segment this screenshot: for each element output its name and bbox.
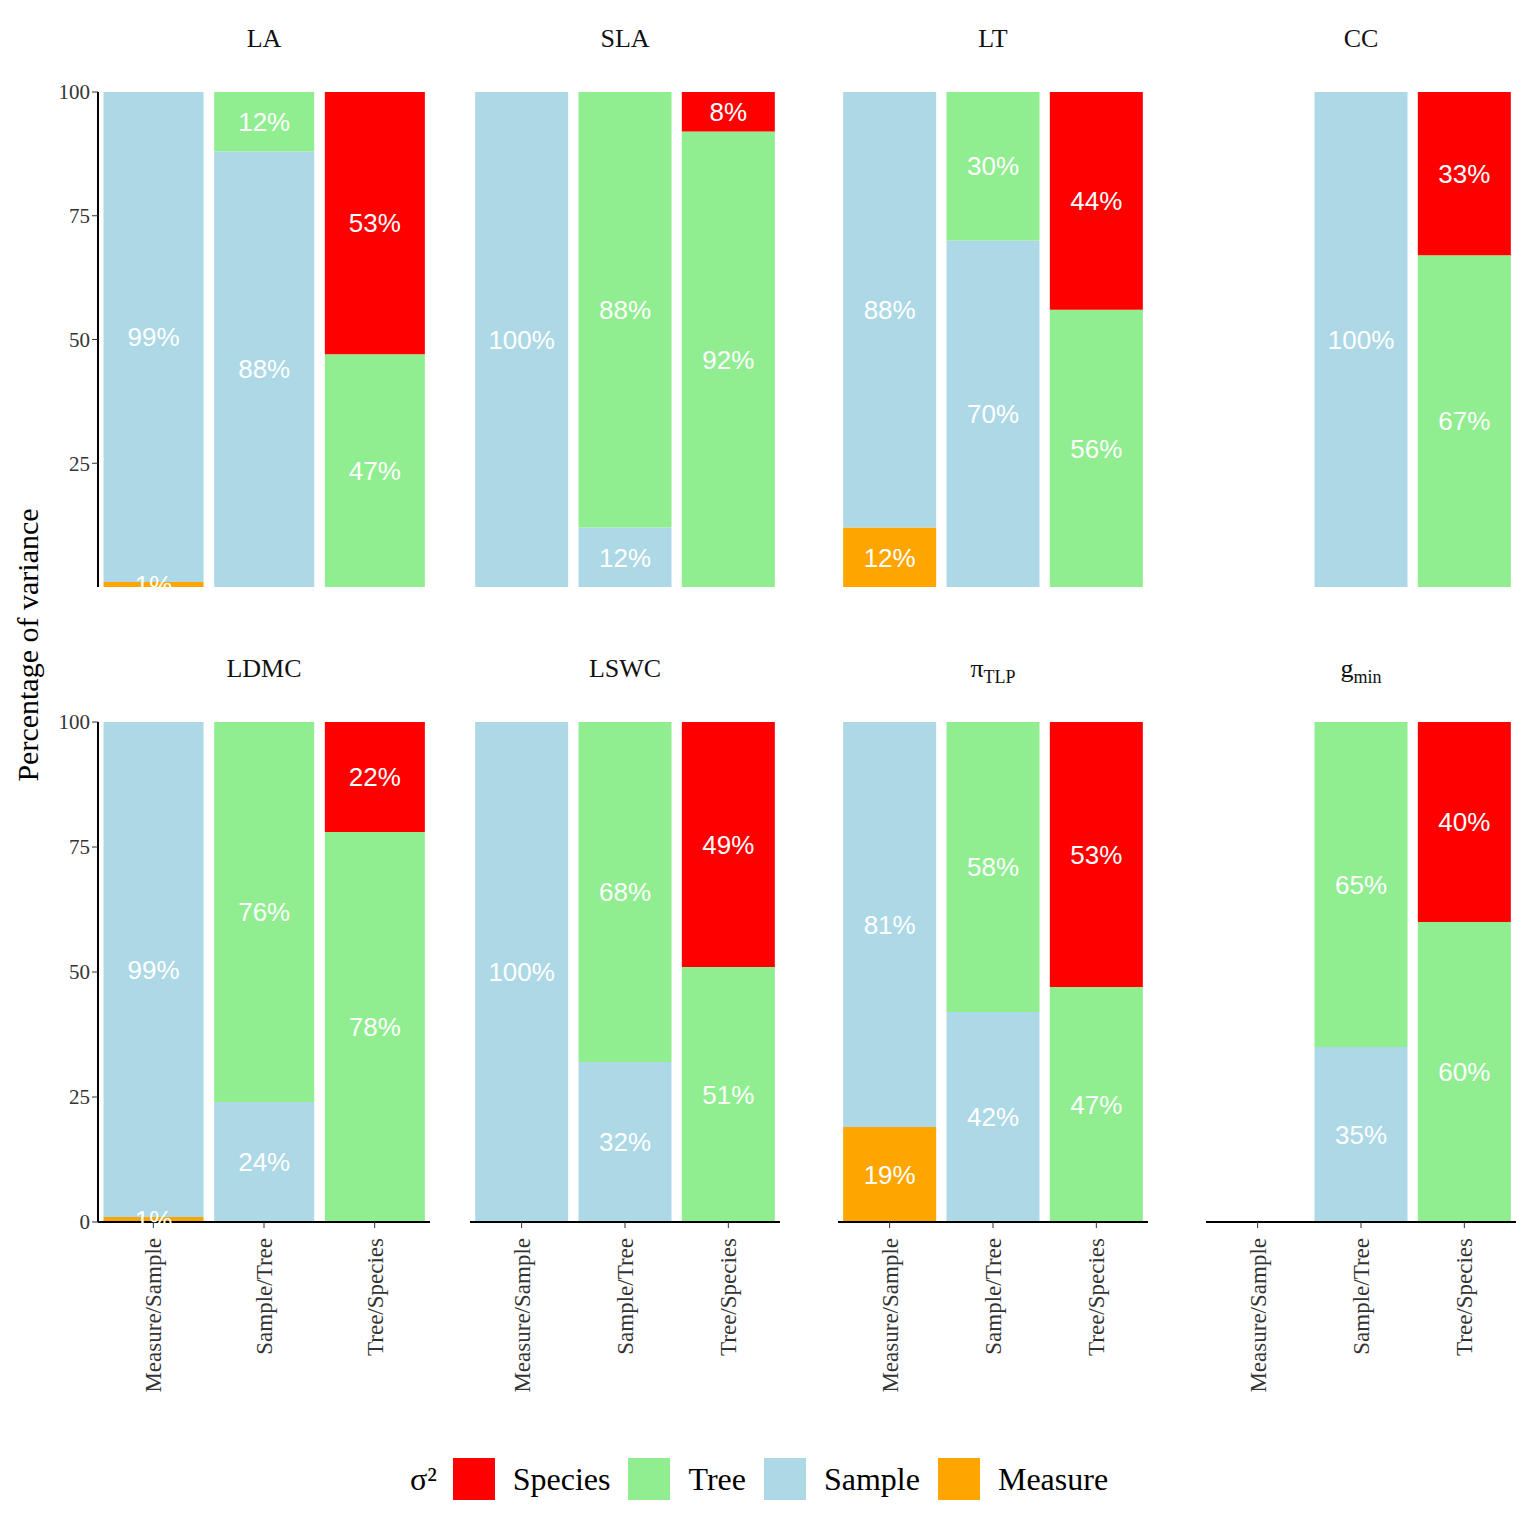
html-text:LSWC: LSWC <box>588 654 662 683</box>
html-text:gmin: gmin <box>1340 654 1382 688</box>
svg-text:50: 50 <box>69 960 90 984</box>
svg-text:8%: 8% <box>710 97 748 127</box>
svg-text:42%: 42% <box>967 1102 1019 1132</box>
svg-text:Tree/Species: Tree/Species <box>1452 1238 1477 1356</box>
svg-text:68%: 68% <box>599 877 651 907</box>
svg-text:100%: 100% <box>488 325 555 355</box>
svg-text:Sample/Tree: Sample/Tree <box>1349 1238 1374 1355</box>
html-text:πTLP: πTLP <box>970 654 1016 688</box>
svg-text:88%: 88% <box>864 295 916 325</box>
svg-text:75: 75 <box>69 204 90 228</box>
svg-text:1%: 1% <box>135 570 173 592</box>
svg-text:24%: 24% <box>238 1147 290 1177</box>
svg-text:Tree/Species: Tree/Species <box>1084 1238 1109 1356</box>
svg-text:44%: 44% <box>1070 186 1122 216</box>
html-text:Percentage of variance: Percentage of variance <box>11 508 44 782</box>
html-text:Measure: Measure <box>997 1460 1109 1497</box>
svg-text:67%: 67% <box>1438 406 1490 436</box>
svg-text:12%: 12% <box>238 107 290 137</box>
svg-text:75: 75 <box>69 835 90 859</box>
svg-text:12%: 12% <box>599 543 651 573</box>
svg-text:76%: 76% <box>238 897 290 927</box>
svg-text:60%: 60% <box>1438 1057 1490 1087</box>
svg-text:100%: 100% <box>488 957 555 987</box>
html-text:σ²: σ² <box>409 1460 437 1497</box>
svg-text:47%: 47% <box>1070 1090 1122 1120</box>
svg-text:100: 100 <box>59 80 91 104</box>
svg-text:Tree/Species: Tree/Species <box>716 1238 741 1356</box>
html-text:Species: Species <box>512 1460 611 1497</box>
svg-text:99%: 99% <box>128 955 180 985</box>
svg-text:Measure/Sample: Measure/Sample <box>1246 1238 1271 1393</box>
svg-text:70%: 70% <box>967 399 1019 429</box>
svg-text:65%: 65% <box>1335 870 1387 900</box>
svg-text:Measure/Sample: Measure/Sample <box>878 1238 903 1393</box>
svg-text:Sample/Tree: Sample/Tree <box>613 1238 638 1355</box>
svg-text:22%: 22% <box>349 762 401 792</box>
svg-text:53%: 53% <box>349 208 401 238</box>
svg-text:0: 0 <box>80 1210 91 1234</box>
svg-text:Measure/Sample: Measure/Sample <box>141 1238 166 1393</box>
svg-text:35%: 35% <box>1335 1120 1387 1150</box>
svg-text:47%: 47% <box>349 456 401 486</box>
svg-text:40%: 40% <box>1438 807 1490 837</box>
svg-text:99%: 99% <box>128 322 180 352</box>
svg-text:Tree/Species: Tree/Species <box>363 1238 388 1356</box>
svg-text:51%: 51% <box>702 1080 754 1110</box>
html-text:Sample: Sample <box>824 1460 920 1497</box>
svg-text:49%: 49% <box>702 830 754 860</box>
svg-text:25: 25 <box>69 1085 90 1109</box>
html-text:LT: LT <box>978 24 1008 53</box>
svg-text:100%: 100% <box>1328 325 1395 355</box>
html-text:CC: CC <box>1343 24 1379 53</box>
svg-text:32%: 32% <box>599 1127 651 1157</box>
html-text:Tree: Tree <box>688 1460 746 1497</box>
html-text:SLA: SLA <box>600 24 650 53</box>
svg-text:56%: 56% <box>1070 434 1122 464</box>
svg-text:53%: 53% <box>1070 840 1122 870</box>
svg-text:Measure/Sample: Measure/Sample <box>510 1238 535 1393</box>
svg-text:1%: 1% <box>135 1205 173 1235</box>
svg-text:81%: 81% <box>864 910 916 940</box>
svg-text:58%: 58% <box>967 852 1019 882</box>
svg-text:30%: 30% <box>967 151 1019 181</box>
html-text:LA: LA <box>246 24 282 53</box>
svg-text:Sample/Tree: Sample/Tree <box>252 1238 277 1355</box>
svg-text:50: 50 <box>69 328 90 352</box>
svg-text:78%: 78% <box>349 1012 401 1042</box>
svg-text:Sample/Tree: Sample/Tree <box>981 1238 1006 1355</box>
html-text:LDMC: LDMC <box>226 654 302 683</box>
svg-text:88%: 88% <box>238 354 290 384</box>
svg-text:33%: 33% <box>1438 159 1490 189</box>
svg-text:19%: 19% <box>864 1160 916 1190</box>
svg-text:12%: 12% <box>864 543 916 573</box>
svg-text:100: 100 <box>59 710 91 734</box>
svg-text:25: 25 <box>69 452 90 476</box>
svg-text:92%: 92% <box>702 345 754 375</box>
svg-text:88%: 88% <box>599 295 651 325</box>
